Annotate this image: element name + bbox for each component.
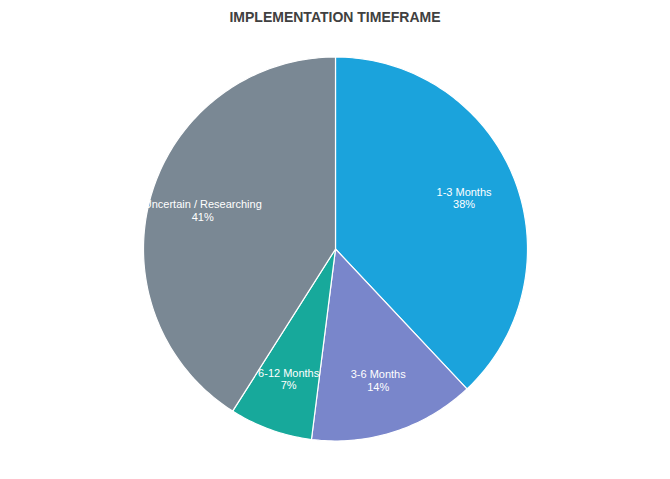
svg-text:6-12 Months7%: 6-12 Months7% xyxy=(258,367,320,392)
svg-text:3-6 Months14%: 3-6 Months14% xyxy=(351,368,407,393)
html-text:IMPLEMENTATION TIMEFRAME: IMPLEMENTATION TIMEFRAME xyxy=(229,9,441,25)
svg-text:Uncertain / Researching41%: Uncertain / Researching41% xyxy=(144,198,262,223)
svg-text:1-3 Months38%: 1-3 Months38% xyxy=(437,186,493,211)
